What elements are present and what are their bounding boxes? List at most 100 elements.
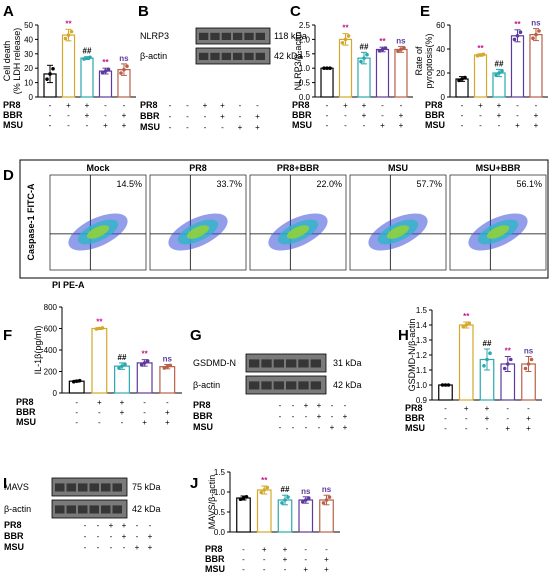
condition-sign: + <box>343 412 348 421</box>
blot-lane <box>244 52 254 60</box>
bar <box>320 67 334 98</box>
data-point <box>94 327 99 331</box>
data-point <box>488 351 492 356</box>
condition-label: MSU <box>425 120 445 130</box>
blot-lane <box>66 483 76 492</box>
significance-label: ns <box>531 19 541 28</box>
data-point <box>494 73 498 77</box>
condition-sign: - <box>256 101 259 110</box>
y-tick-label: 1.1 <box>416 366 428 375</box>
blot-lane <box>233 32 243 40</box>
flow-density-core <box>486 225 510 239</box>
condition-sign: + <box>399 111 404 120</box>
condition-sign: - <box>104 111 107 120</box>
condition-sign: - <box>169 123 172 132</box>
data-point <box>343 37 348 42</box>
condition-sign: + <box>220 101 225 110</box>
condition-sign: - <box>516 101 519 110</box>
flow-density-core <box>86 225 110 239</box>
condition-sign: + <box>497 111 502 120</box>
data-point <box>457 78 461 83</box>
data-point <box>119 71 123 75</box>
condition-sign: - <box>121 418 124 427</box>
flow-percentage: 33.7% <box>216 179 242 189</box>
y-tick-label: 1.5 <box>299 50 311 59</box>
data-point <box>142 361 147 365</box>
data-point <box>106 67 111 72</box>
significance-label: ns <box>396 37 406 46</box>
condition-label: MSU <box>3 120 23 130</box>
flow-percentage: 56.1% <box>516 179 542 189</box>
data-point <box>327 495 332 499</box>
condition-sign: + <box>85 101 90 110</box>
condition-sign: - <box>292 412 295 421</box>
data-point <box>377 49 382 53</box>
flow-percentage: 14.5% <box>116 179 142 189</box>
y-axis-label-c: NLRP3/β-actin <box>293 32 303 91</box>
data-point <box>534 32 538 37</box>
condition-sign: + <box>317 412 322 421</box>
data-point <box>103 69 108 73</box>
data-point <box>380 47 385 52</box>
significance-label: ** <box>261 476 268 485</box>
panel-letter-h: H <box>398 327 409 344</box>
data-point <box>460 77 464 81</box>
data-point <box>515 34 520 38</box>
condition-sign: - <box>166 398 169 407</box>
data-point <box>283 498 287 502</box>
data-point <box>303 498 308 502</box>
condition-sign: + <box>304 401 309 410</box>
condition-sign: - <box>97 532 100 541</box>
condition-label: BBR <box>140 111 160 121</box>
flow-x-label: PI PE-A <box>52 280 85 290</box>
data-point <box>461 325 466 329</box>
y-tick-label: 600 <box>44 325 58 334</box>
y-axis-label-line: NLRP3/β-actin <box>293 32 303 91</box>
blot-lane <box>244 32 254 40</box>
condition-sign: - <box>344 121 347 130</box>
y-tick-label: 1.0 <box>214 488 226 497</box>
panel-letter-j: J <box>190 475 198 492</box>
bar <box>529 33 543 98</box>
data-point <box>82 57 86 61</box>
data-point <box>440 383 445 387</box>
condition-sign: + <box>534 121 539 130</box>
y-axis-label-f: IL-1β(pg/ml) <box>33 326 43 375</box>
data-point <box>145 359 150 363</box>
y-tick-label: 20 <box>436 69 445 78</box>
condition-sign: - <box>461 111 464 120</box>
y-tick-label: 1.3 <box>416 336 428 345</box>
y-axis-label-line: pyroptosis(%) <box>424 33 434 88</box>
condition-sign: + <box>103 121 108 130</box>
condition-sign: + <box>238 123 243 132</box>
panel-letter-c: C <box>290 3 301 20</box>
condition-label: BBR <box>292 110 312 120</box>
data-point <box>478 53 483 57</box>
data-point <box>399 47 403 52</box>
blot-lane <box>55 505 65 514</box>
condition-sign: + <box>485 404 490 413</box>
blot-protein-label: β-actin <box>4 504 31 514</box>
condition-sign: - <box>516 111 519 120</box>
data-point <box>463 75 467 80</box>
condition-label: MSU <box>4 542 24 552</box>
condition-sign: - <box>344 401 347 410</box>
flow-y-label: Caspase-1 FITC-A <box>26 183 36 261</box>
data-point <box>396 49 400 54</box>
blot-lane <box>55 483 65 492</box>
condition-sign: - <box>136 521 139 530</box>
flow-frame <box>19 159 549 279</box>
blot-lane <box>89 483 99 492</box>
significance-label: ** <box>379 37 386 46</box>
condition-sign: + <box>85 111 90 120</box>
condition-sign: - <box>292 423 295 432</box>
y-tick-label: 1.5 <box>214 468 226 477</box>
condition-label: BBR <box>405 413 425 423</box>
condition-sign: - <box>204 112 207 121</box>
data-point <box>446 383 451 387</box>
condition-sign: + <box>485 414 490 423</box>
condition-label: BBR <box>16 407 36 417</box>
